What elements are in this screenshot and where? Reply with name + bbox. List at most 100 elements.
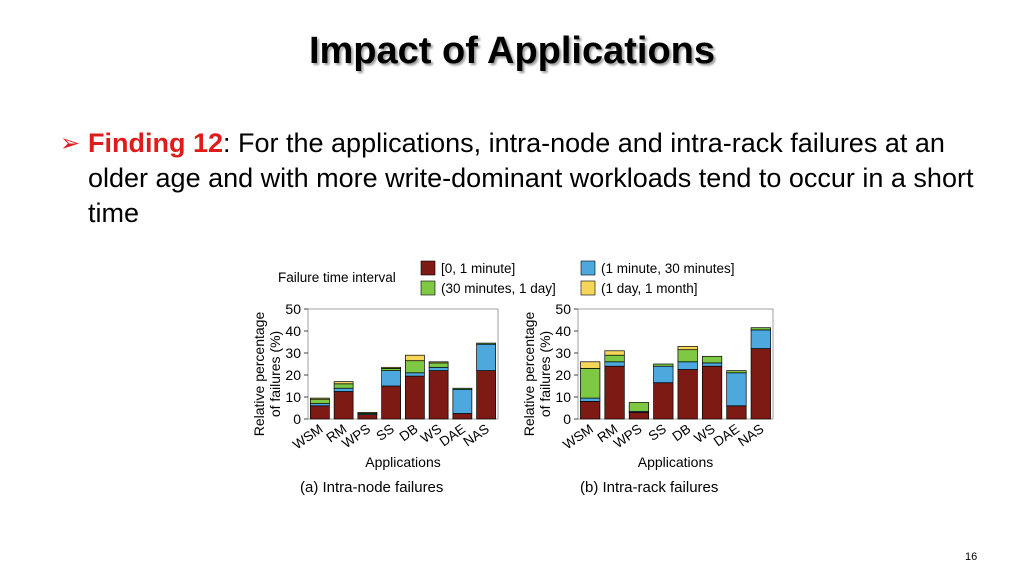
legend-swatch-0 [420,260,436,276]
bar-segment [701,365,723,420]
legend-swatch-3 [580,280,596,296]
bar-segment [580,401,601,420]
y-tick-label: 30 [285,345,301,361]
y-axis-label: of failures (%) [267,331,283,417]
y-tick-label: 30 [555,345,571,361]
y-tick-label: 20 [555,367,571,383]
bar-segment [310,398,330,404]
legend-label-2: (30 minutes, 1 day] [441,281,556,296]
bar-segment [357,414,378,420]
y-tick-label: 40 [555,323,571,339]
bar-segment [405,360,425,374]
bar-segment [726,370,747,374]
x-tick-label: NAS [460,421,491,449]
bar-segment [452,387,473,390]
chart-caption: (a) Intra-node failures [300,479,443,496]
slide-title: Impact of Applications [308,30,716,72]
bar-segment [476,342,496,345]
y-axis-label: Relative percentage [251,312,267,437]
y-tick-label: 0 [563,411,571,427]
chart-caption: (b) Intra-rack failures [580,479,718,496]
x-tick-label: DB [397,421,421,444]
bar-segment [604,361,625,367]
bar-segment [604,354,625,363]
finding-label: Finding 12 [88,128,223,158]
figure: Failure time interval [0, 1 minute] (1 m… [251,260,774,496]
bar-segment [604,365,625,420]
bar-segment [333,383,354,389]
legend-swatch-1 [580,260,596,276]
bar-segment [333,387,354,392]
bar-segment [428,362,449,368]
bar-segment [310,405,330,420]
x-axis-label: Applications [365,454,441,470]
bar-segment [750,327,771,331]
x-axis-label: Applications [638,454,714,470]
bar-segment [580,361,601,369]
bar-segment [677,369,698,420]
bar-segment [333,391,354,420]
legend-title: Failure time interval [278,270,396,285]
chart-intra-rack: 0 10 20 30 40 50 Relative percentage of failure… [521,301,774,496]
y-tick-label: 50 [555,301,571,317]
bar-segment [428,366,449,371]
bar-segment [476,370,496,420]
legend-swatch-2 [420,280,436,296]
y-axis-label: of failures (%) [537,331,553,417]
bar-segment [580,368,601,399]
bar-segment [701,355,723,364]
legend: Failure time interval [0, 1 minute] (1 m… [278,260,735,296]
arrow-bullet-icon: ➢ [60,130,81,157]
legend-label-3: (1 day, 1 month] [601,281,698,296]
bar-segment [677,361,698,370]
bar-segment [476,343,496,371]
bar-segment [677,346,698,351]
bar-segment [405,375,425,420]
y-axis-label: Relative percentage [521,312,537,437]
x-tick-label: NAS [735,421,766,449]
bar-segment [357,412,378,414]
finding-bullet: ➢ Finding 12: For the applications, intr… [60,126,980,231]
bar-segment [333,381,354,385]
x-tick-label: SS [646,421,669,444]
bar-segment [428,370,449,420]
y-tick-label: 10 [555,389,571,405]
bar-segment [750,329,771,349]
bar-segment [750,348,771,420]
page-number: 16 [965,551,978,563]
bar-segment [310,397,330,400]
bar-segment [405,354,425,362]
y-tick-label: 50 [285,301,301,317]
bar-segment [701,362,723,367]
finding-text-block: Finding 12: For the applications, intra-… [88,126,980,231]
bar-segment [381,370,401,387]
bar-segment [452,388,473,414]
legend-label-0: [0, 1 minute] [441,261,515,276]
finding-text: : For the applications, intra-node and i… [88,128,974,228]
x-tick-label: WPS [611,421,645,451]
x-tick-label: SS [373,421,396,444]
x-tick-label: WPS [339,421,373,451]
y-tick-label: 0 [293,411,301,427]
bar-segment [628,402,650,412]
bar-segment [580,397,601,402]
legend-label-1: (1 minute, 30 minutes] [601,261,735,276]
bar-segment [653,363,674,367]
bar-segment [405,372,425,377]
bar-segment [653,382,674,420]
bar-segment [452,413,473,420]
bar-segment [428,361,449,364]
bar-segment [726,405,747,420]
y-tick-label: 40 [285,323,301,339]
chart-intra-node: 0 10 20 30 40 50 Relative percentage of failure… [251,301,499,496]
bar-segment [726,372,747,407]
bar-segment [677,349,698,363]
bar-segment [653,365,674,384]
y-tick-label: 10 [285,389,301,405]
x-tick-label: DB [669,421,693,444]
y-tick-label: 20 [285,367,301,383]
bar-segment [381,385,401,420]
bar-segment [628,412,650,420]
bar-segment [604,350,625,356]
bar-segment [381,366,401,369]
